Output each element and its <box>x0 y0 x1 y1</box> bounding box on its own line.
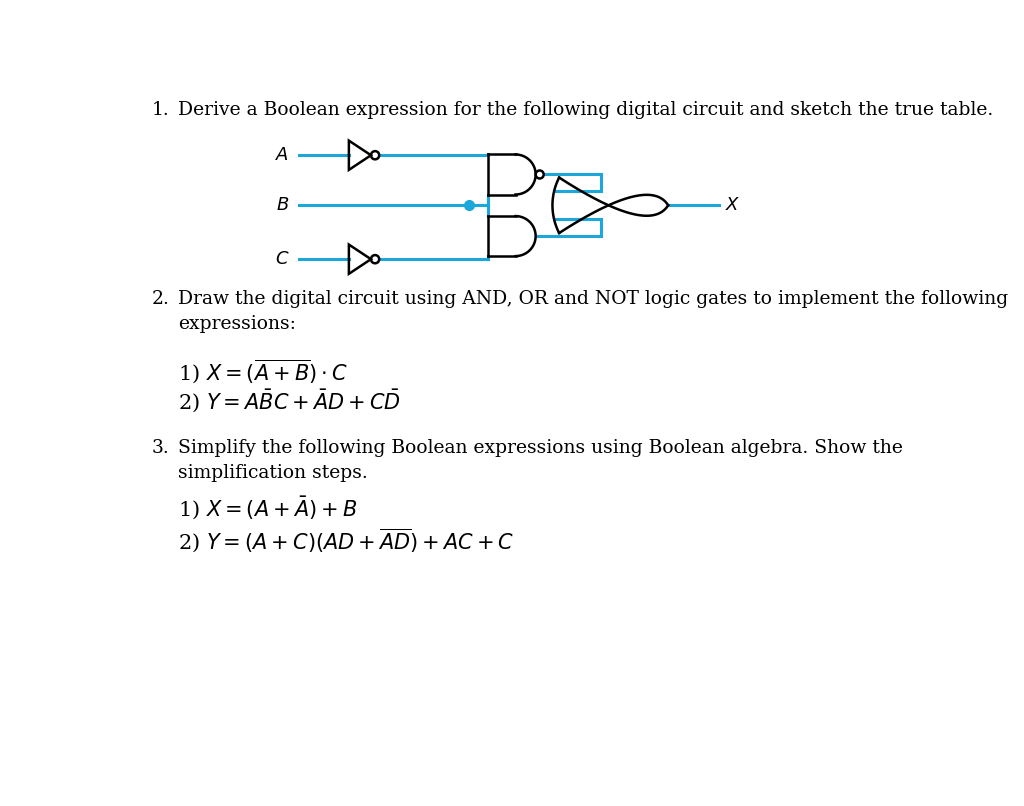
Text: $C$: $C$ <box>274 250 289 268</box>
Text: simplification steps.: simplification steps. <box>178 464 368 482</box>
Text: 2) $Y = (A+C)(AD + \overline{AD}) + AC + C$: 2) $Y = (A+C)(AD + \overline{AD}) + AC +… <box>178 526 515 554</box>
Text: $A$: $A$ <box>275 146 289 164</box>
Text: $B$: $B$ <box>275 197 289 214</box>
Text: 2.: 2. <box>152 290 169 308</box>
Text: Draw the digital circuit using AND, OR and NOT logic gates to implement the foll: Draw the digital circuit using AND, OR a… <box>178 290 1009 308</box>
Text: $X$: $X$ <box>725 197 740 214</box>
Text: 1) $X = (A + \bar{A}) + B$: 1) $X = (A + \bar{A}) + B$ <box>178 494 357 521</box>
Text: 2) $Y = A\bar{B}C + \bar{A}D + C\bar{D}$: 2) $Y = A\bar{B}C + \bar{A}D + C\bar{D}$ <box>178 388 401 414</box>
Text: 3.: 3. <box>152 438 169 457</box>
Text: expressions:: expressions: <box>178 315 296 334</box>
Text: 1) $X = (\overline{A+B})\cdot C$: 1) $X = (\overline{A+B})\cdot C$ <box>178 357 348 384</box>
Text: Simplify the following Boolean expressions using Boolean algebra. Show the: Simplify the following Boolean expressio… <box>178 438 903 457</box>
Text: 1.: 1. <box>152 102 169 119</box>
Text: Derive a Boolean expression for the following digital circuit and sketch the tru: Derive a Boolean expression for the foll… <box>178 102 993 119</box>
